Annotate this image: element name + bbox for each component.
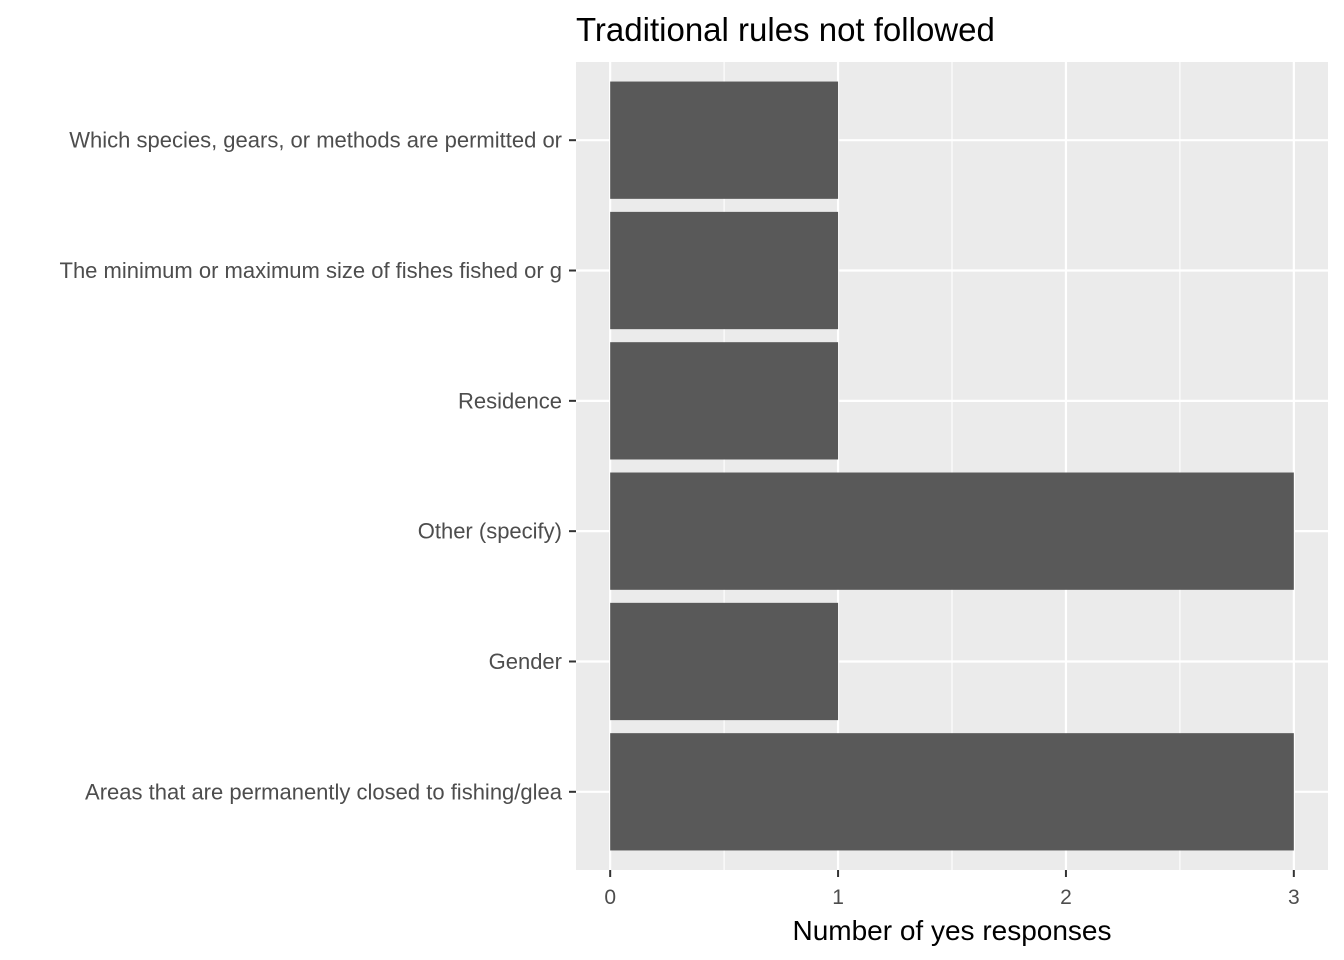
chart-title: Traditional rules not followed: [576, 11, 995, 48]
bar: [610, 472, 1294, 590]
x-axis: 0 1 2 3: [604, 870, 1300, 909]
y-tick-label: Which species, gears, or methods are per…: [69, 128, 562, 153]
x-tick-label: 2: [1060, 886, 1072, 909]
bar: [610, 211, 839, 330]
bar: [610, 81, 839, 199]
bar: [610, 733, 1294, 851]
y-tick-label: Residence: [458, 388, 562, 413]
y-tick-label: Other (specify): [418, 519, 562, 544]
x-tick-label: 1: [832, 886, 844, 909]
x-tick-label: 3: [1288, 886, 1300, 909]
x-axis-title: Number of yes responses: [792, 915, 1111, 946]
y-tick-label: Gender: [489, 649, 562, 674]
y-axis: Which species, gears, or methods are per…: [60, 128, 576, 804]
bars: [610, 81, 1294, 851]
x-tick-label: 0: [604, 886, 616, 909]
bar: [610, 342, 839, 460]
y-tick-label: Areas that are permanently closed to fis…: [85, 779, 563, 804]
y-tick-label: The minimum or maximum size of fishes fi…: [60, 258, 563, 283]
bar: [610, 602, 839, 721]
